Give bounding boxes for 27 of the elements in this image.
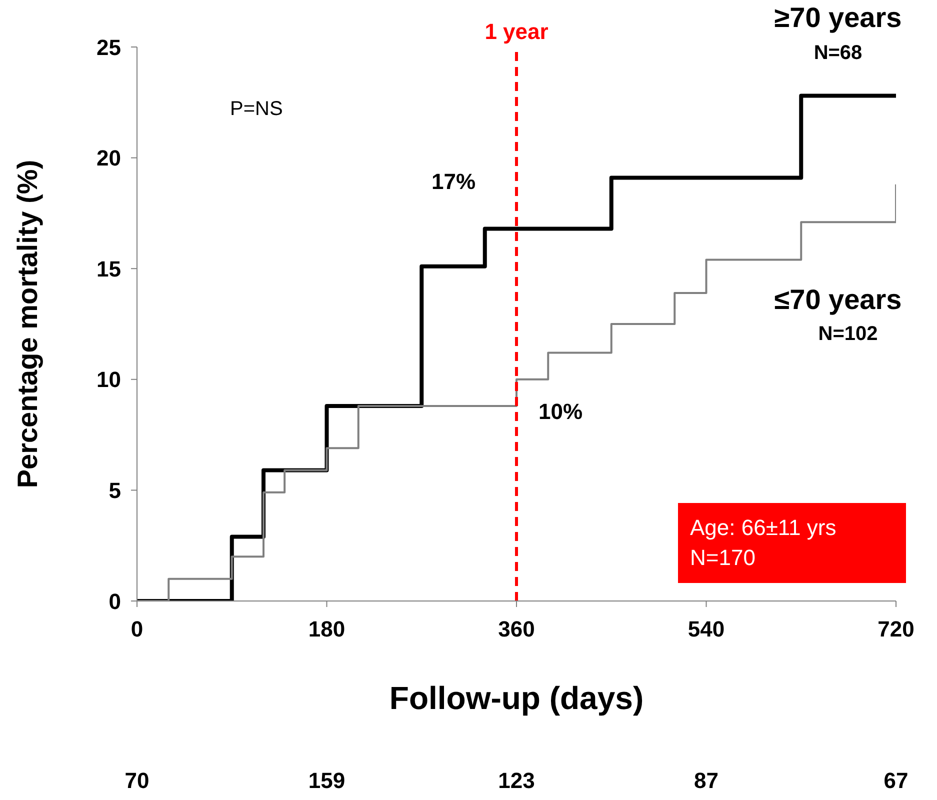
y-tick-label: 25 (96, 34, 121, 60)
x-tick-label: 540 (688, 616, 725, 642)
y-tick-label: 5 (108, 478, 121, 504)
y-tick-label: 20 (96, 146, 121, 171)
x-tick-label: 720 (878, 616, 914, 642)
y-tick-label: 15 (96, 256, 121, 282)
x-axis-title: Follow-up (days) (388, 680, 645, 717)
text: 67 (882, 768, 910, 794)
y-axis-title: Percentage mortality (%) (12, 160, 44, 488)
text: 70 (124, 768, 150, 794)
y-tick-label: 0 (108, 588, 121, 614)
annotation: P=NS (230, 98, 283, 121)
annotation: N=102 (817, 323, 879, 346)
ref-line-label: 1 year (484, 19, 549, 44)
annotation: N=68 (812, 42, 864, 65)
x-tick-label: 360 (498, 616, 535, 642)
text: ≥70 years (773, 2, 903, 34)
callout-box: Age: 66±11 yrs N=170 (678, 503, 906, 583)
annotation: 17% (432, 168, 476, 195)
x-tick-label: 0 (130, 616, 144, 642)
series-label: ≤70 years (773, 284, 903, 316)
annotation: 10% (538, 399, 583, 426)
text: 123 (497, 768, 536, 794)
x-tick-label: 180 (308, 616, 346, 642)
y-tick-label: 10 (96, 367, 121, 392)
text: 159 (307, 768, 346, 794)
text: 87 (693, 768, 720, 794)
